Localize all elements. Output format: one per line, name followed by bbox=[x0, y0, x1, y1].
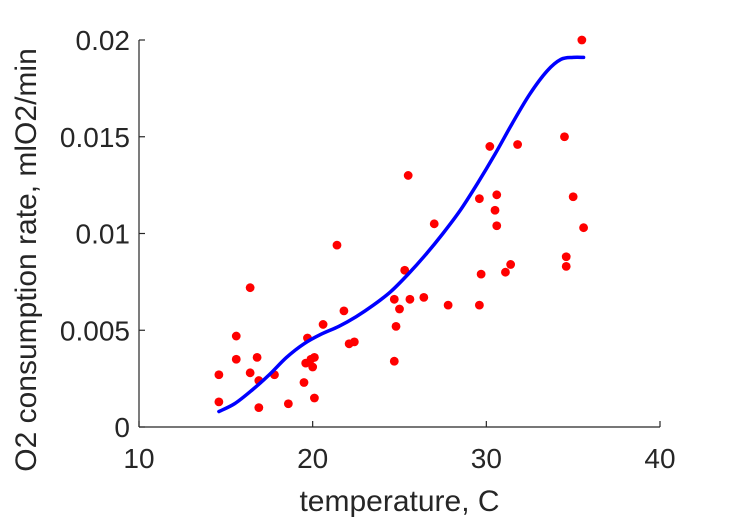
data-point bbox=[492, 190, 502, 200]
data-point bbox=[513, 140, 522, 149]
data-point bbox=[561, 261, 571, 271]
data-point bbox=[395, 304, 404, 314]
data-point bbox=[419, 292, 429, 302]
data-point bbox=[403, 171, 413, 180]
data-point bbox=[308, 362, 318, 372]
data-point bbox=[429, 219, 439, 229]
data-point bbox=[560, 132, 569, 142]
y-tick-label: 0.02 bbox=[76, 25, 131, 56]
y-axis-label: O2 consumption rate, mlO2/min bbox=[10, 48, 43, 472]
data-point bbox=[252, 352, 262, 362]
data-point bbox=[245, 283, 255, 293]
data-point bbox=[318, 320, 328, 329]
tick-marks bbox=[138, 39, 661, 428]
data-point bbox=[501, 267, 510, 277]
y-tick-label: 0.005 bbox=[60, 315, 130, 346]
data-point bbox=[490, 205, 500, 215]
fit-curve bbox=[217, 55, 586, 414]
data-point bbox=[476, 269, 486, 279]
data-point bbox=[310, 352, 319, 362]
data-point bbox=[389, 294, 399, 304]
fit-curve-layer bbox=[217, 55, 586, 414]
data-point bbox=[568, 192, 578, 202]
data-point bbox=[579, 223, 588, 233]
data-point bbox=[332, 240, 342, 250]
data-point bbox=[400, 265, 410, 275]
data-points bbox=[214, 35, 588, 413]
x-tick-label: 10 bbox=[123, 443, 154, 474]
data-point bbox=[405, 294, 415, 304]
data-point bbox=[310, 393, 319, 403]
data-point bbox=[389, 356, 399, 366]
data-point bbox=[577, 35, 587, 45]
y-tick-label: 0 bbox=[114, 412, 130, 443]
axis-labels: temperature, C O2 consumption rate, mlO2… bbox=[10, 48, 500, 518]
data-point bbox=[561, 252, 571, 262]
data-point bbox=[245, 368, 255, 378]
data-point bbox=[506, 260, 516, 269]
data-point bbox=[231, 331, 241, 341]
axes bbox=[138, 40, 660, 428]
data-point bbox=[283, 399, 293, 409]
data-point bbox=[299, 378, 309, 387]
x-axis-label: temperature, C bbox=[299, 485, 499, 518]
data-point bbox=[474, 300, 484, 310]
tick-labels: 10 20 30 40 0 0.005 0.01 0.015 0.02 bbox=[60, 25, 676, 474]
data-point bbox=[485, 142, 495, 151]
y-tick-label: 0.01 bbox=[76, 219, 131, 250]
y-tick-label: 0.015 bbox=[60, 122, 130, 153]
data-point bbox=[474, 194, 484, 204]
data-point bbox=[254, 403, 264, 413]
data-point bbox=[339, 306, 349, 316]
data-point bbox=[231, 354, 241, 364]
data-point bbox=[214, 370, 224, 380]
data-point bbox=[443, 300, 453, 310]
x-tick-label: 30 bbox=[471, 443, 502, 474]
x-tick-label: 20 bbox=[297, 443, 328, 474]
data-point bbox=[349, 337, 359, 347]
x-tick-label: 40 bbox=[644, 443, 675, 474]
data-point bbox=[492, 221, 502, 231]
data-point bbox=[214, 397, 224, 407]
data-point bbox=[391, 321, 401, 331]
